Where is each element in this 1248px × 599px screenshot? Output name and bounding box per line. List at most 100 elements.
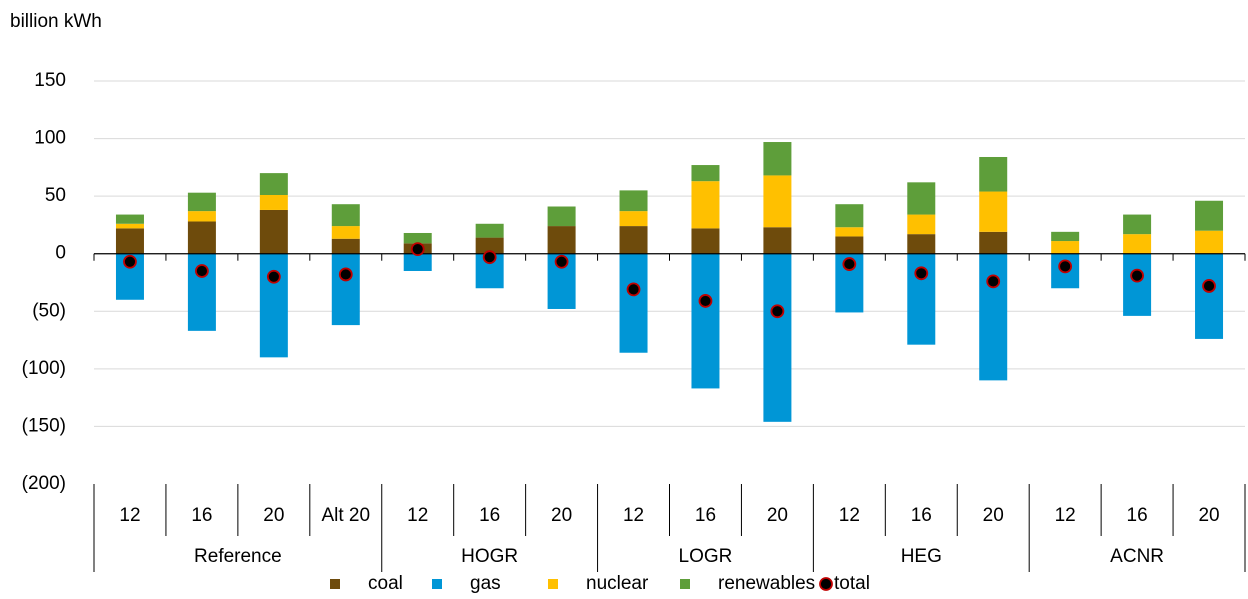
bar-gas: [1195, 253, 1224, 339]
x-tick-label: 20: [1198, 505, 1219, 526]
bar-nuclear: [331, 226, 360, 239]
y-axis-title: billion kWh: [10, 11, 102, 32]
bar-coal: [763, 227, 792, 254]
total-marker: [554, 254, 569, 269]
bar-renewables: [619, 190, 648, 212]
bar-renewables: [691, 165, 720, 182]
bar-coal: [691, 228, 720, 254]
bar-gas: [691, 253, 720, 389]
bar-nuclear: [1195, 230, 1224, 254]
total-marker: [842, 257, 857, 271]
y-tick-label: (200): [22, 473, 66, 494]
bar-coal: [259, 209, 288, 254]
bar-nuclear: [907, 214, 936, 235]
bar-gas: [403, 253, 432, 271]
x-tick-label: 16: [191, 505, 212, 526]
x-tick-label: 16: [911, 505, 932, 526]
bar-nuclear: [115, 223, 144, 229]
bar-renewables: [763, 142, 792, 176]
bar-renewables: [259, 173, 288, 195]
total-marker: [266, 269, 281, 284]
bar-coal: [115, 228, 144, 254]
bar-nuclear: [979, 191, 1008, 232]
bar-coal: [835, 236, 864, 254]
bar-nuclear: [691, 181, 720, 229]
bar-coal: [547, 226, 576, 254]
bar-gas: [619, 253, 648, 353]
bar-renewables: [475, 223, 504, 238]
x-tick-label: 12: [119, 505, 140, 526]
legend-label: nuclear: [586, 573, 649, 594]
group-label: ACNR: [1110, 546, 1164, 567]
x-tick-label: 20: [983, 505, 1004, 526]
total-marker: [626, 282, 641, 297]
total-marker: [482, 250, 497, 265]
x-tick-label: 16: [1127, 505, 1148, 526]
bar-coal: [187, 221, 216, 254]
total-marker: [914, 266, 929, 281]
legend-label: gas: [470, 573, 501, 594]
legend-swatch: [432, 579, 442, 589]
group-label: LOGR: [679, 546, 733, 567]
legend-swatch: [330, 579, 340, 589]
bar-renewables: [907, 182, 936, 215]
bar-renewables: [1051, 231, 1080, 242]
bar-nuclear: [1051, 241, 1080, 254]
bar-renewables: [1195, 200, 1224, 231]
x-tick-label: 12: [623, 505, 644, 526]
total-marker: [698, 294, 713, 308]
x-tick-label: 12: [1055, 505, 1076, 526]
bar-renewables: [331, 204, 360, 227]
bar-nuclear: [259, 194, 288, 210]
bar-coal: [475, 237, 504, 254]
total-marker: [195, 264, 209, 278]
total-marker: [986, 274, 1001, 289]
group-label: HOGR: [461, 546, 518, 567]
group-label: HEG: [901, 546, 942, 567]
bar-nuclear: [763, 175, 792, 228]
total-marker: [770, 304, 785, 319]
group-label: Reference: [194, 546, 282, 567]
total-marker: [123, 254, 137, 269]
bar-coal: [619, 226, 648, 254]
y-tick-label: 0: [55, 243, 66, 264]
y-tick-label: (50): [32, 300, 66, 321]
bar-gas: [331, 253, 360, 326]
legend-label: renewables: [718, 573, 815, 594]
bar-nuclear: [1123, 234, 1152, 254]
total-marker: [1202, 279, 1216, 293]
total-marker: [1058, 259, 1073, 274]
y-tick-label: (100): [22, 358, 66, 379]
bar-coal: [907, 234, 936, 254]
x-tick-label: 16: [695, 505, 716, 526]
y-tick-label: 50: [45, 185, 66, 206]
bar-gas: [763, 253, 792, 422]
bar-nuclear: [835, 227, 864, 237]
bar-renewables: [835, 204, 864, 228]
y-tick-label: (150): [22, 415, 66, 436]
legend-swatch: [819, 577, 833, 591]
bar-coal: [331, 238, 360, 254]
x-tick-label: Alt 20: [321, 505, 370, 526]
x-tick-label: 20: [767, 505, 788, 526]
bar-gas: [259, 253, 288, 358]
y-tick-label: 100: [34, 128, 66, 149]
bar-renewables: [547, 206, 576, 227]
bar-nuclear: [619, 211, 648, 227]
x-tick-label: 12: [839, 505, 860, 526]
total-marker: [338, 267, 353, 282]
x-tick-label: 20: [263, 505, 284, 526]
legend-swatch: [548, 579, 558, 589]
bar-nuclear: [187, 211, 216, 222]
legend-label: coal: [368, 573, 403, 594]
total-marker: [410, 242, 425, 257]
x-tick-label: 20: [551, 505, 572, 526]
legend-label: total: [834, 573, 870, 594]
legend-swatch: [680, 579, 690, 589]
x-tick-label: 12: [407, 505, 428, 526]
bar-renewables: [115, 214, 144, 224]
x-tick-label: 16: [479, 505, 500, 526]
bar-renewables: [187, 192, 216, 212]
